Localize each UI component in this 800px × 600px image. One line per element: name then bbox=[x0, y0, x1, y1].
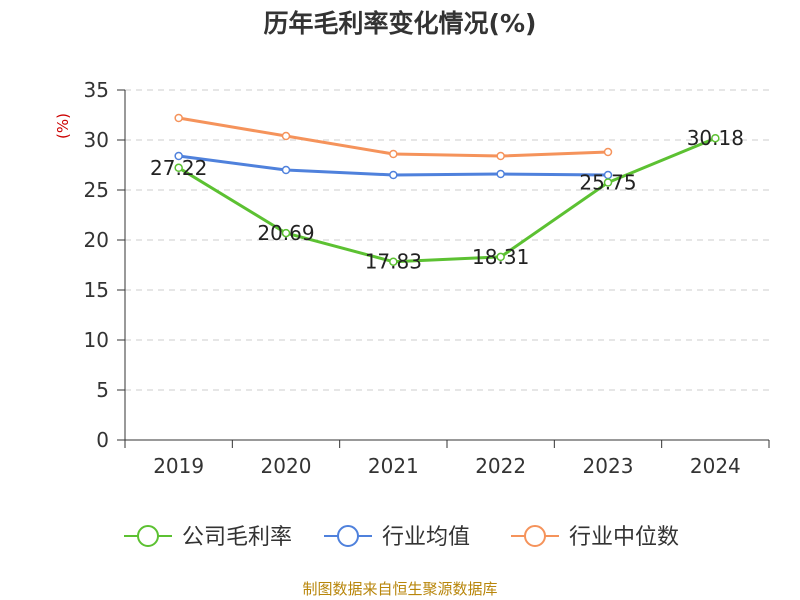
data-point bbox=[389, 257, 398, 266]
data-label: 17.83 bbox=[365, 250, 422, 274]
y-tick-label: 20 bbox=[84, 228, 109, 252]
x-tick-label: 2021 bbox=[368, 454, 419, 478]
data-point bbox=[496, 169, 505, 179]
data-label: 20.69 bbox=[257, 221, 314, 245]
y-tick-label: 30 bbox=[84, 128, 109, 152]
y-axis-label: (%) bbox=[54, 113, 72, 139]
data-point bbox=[174, 151, 183, 161]
x-tick-label: 2023 bbox=[583, 454, 634, 478]
data-labels: 27.22 20.69 17.83 18.31 25.75 30.18 bbox=[150, 126, 744, 274]
x-tick-label: 2019 bbox=[153, 454, 204, 478]
data-point bbox=[496, 252, 505, 262]
grid-lines bbox=[125, 89, 769, 391]
data-point bbox=[496, 151, 505, 161]
y-tick-label: 25 bbox=[84, 178, 109, 202]
y-tick-label: 35 bbox=[84, 78, 109, 102]
data-point bbox=[603, 147, 613, 157]
x-tick-label: 2022 bbox=[475, 454, 526, 478]
y-tick-label: 0 bbox=[96, 428, 109, 452]
data-point bbox=[174, 113, 183, 123]
legend-item[interactable]: 行业均值 bbox=[324, 525, 470, 550]
data-point bbox=[281, 228, 291, 238]
legend-label: 行业中位数 bbox=[569, 525, 679, 550]
data-point bbox=[281, 165, 291, 175]
series-lines bbox=[174, 113, 720, 266]
data-point bbox=[389, 149, 398, 159]
source-note: 制图数据来自恒生聚源数据库 bbox=[302, 580, 498, 598]
y-tick-label: 15 bbox=[84, 278, 109, 302]
data-label: 27.22 bbox=[150, 156, 207, 180]
axes: 0 5 10 15 20 25 30 35 2019 2020 2021 2022 2023 2024 (%… bbox=[54, 78, 770, 478]
legend-label: 行业均值 bbox=[382, 525, 470, 550]
legend-marker bbox=[337, 525, 359, 547]
data-label: 30.18 bbox=[687, 126, 744, 150]
data-point bbox=[711, 133, 720, 143]
legend-label: 公司毛利率 bbox=[182, 525, 292, 550]
legend-marker bbox=[137, 525, 159, 547]
x-tick-label: 2024 bbox=[690, 454, 741, 478]
data-point bbox=[389, 170, 398, 180]
data-label: 25.75 bbox=[579, 171, 636, 195]
y-tick-label: 5 bbox=[96, 378, 109, 402]
data-point bbox=[281, 131, 291, 141]
y-tick-label: 10 bbox=[84, 328, 109, 352]
legend-item[interactable]: 公司毛利率 bbox=[124, 525, 292, 550]
legend-item[interactable]: 行业中位数 bbox=[511, 525, 679, 550]
chart-title: 历年毛利率变化情况(%) bbox=[263, 9, 537, 38]
data-label: 18.31 bbox=[472, 245, 529, 269]
x-tick-label: 2020 bbox=[261, 454, 312, 478]
data-point bbox=[174, 163, 183, 173]
legend[interactable]: 公司毛利率 行业均值 行业中位数 bbox=[124, 525, 679, 550]
legend-marker bbox=[524, 525, 546, 547]
series-line-1 bbox=[177, 136, 716, 264]
data-point bbox=[603, 178, 613, 187]
